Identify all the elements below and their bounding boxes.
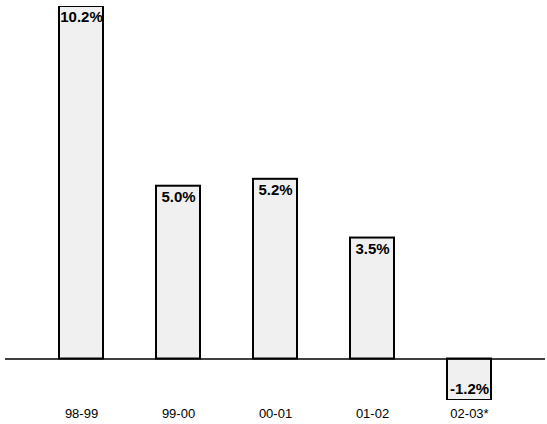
svg-text:3.5%: 3.5%: [355, 240, 389, 257]
svg-text:02-03*: 02-03*: [450, 406, 488, 421]
svg-text:5.2%: 5.2%: [258, 181, 292, 198]
svg-text:5.0%: 5.0%: [161, 188, 195, 205]
svg-text:98-99: 98-99: [65, 406, 98, 421]
svg-text:10.2%: 10.2%: [60, 8, 103, 25]
svg-text:00-01: 00-01: [259, 406, 292, 421]
svg-text:99-00: 99-00: [162, 406, 195, 421]
svg-text:-1.2%: -1.2%: [450, 380, 489, 397]
svg-text:01-02: 01-02: [356, 406, 389, 421]
